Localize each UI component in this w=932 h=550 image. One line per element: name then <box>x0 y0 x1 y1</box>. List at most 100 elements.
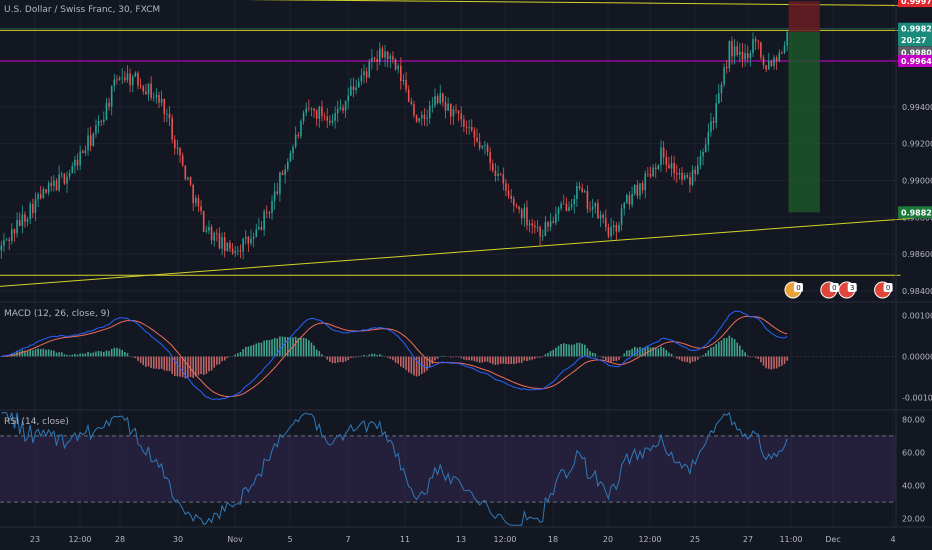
event-count-badge <box>847 283 857 292</box>
candle-body <box>397 65 399 70</box>
price-tag-label: 0.99824 <box>901 25 932 34</box>
candle-body <box>352 86 355 91</box>
rsi-title: RSI (14, close) <box>4 417 69 427</box>
macd-histogram-bar <box>18 351 21 357</box>
macd-axis[interactable]: 0.00100 0.00000 -0.00100 <box>902 311 932 402</box>
candle-body <box>547 222 549 227</box>
macd-histogram-bar <box>79 353 81 357</box>
macd-histogram-bar <box>715 344 717 357</box>
candle-body <box>247 236 250 244</box>
candle-body <box>599 215 602 219</box>
macd-histogram-bar <box>252 344 255 357</box>
macd-histogram-bar <box>502 356 505 364</box>
candle-body <box>615 225 618 232</box>
event-marker[interactable]: 0 <box>820 281 839 299</box>
event-marker[interactable]: 0 <box>874 281 893 299</box>
time-tick-label: 7 <box>345 535 350 544</box>
candle-body <box>715 103 717 123</box>
candle-body <box>507 190 510 196</box>
macd-histogram-bar <box>263 340 265 357</box>
time-tick-label: 18 <box>548 535 558 544</box>
macd-histogram-bar <box>520 356 523 363</box>
event-markers[interactable]: 0 0 3 0 <box>784 281 893 299</box>
candle-body <box>767 60 770 70</box>
macd-histogram-bar <box>321 354 323 357</box>
macd-histogram-bar <box>289 336 292 357</box>
macd-pane[interactable]: MACD (12, 26, close, 9) <box>0 309 896 401</box>
candle-body <box>92 133 95 146</box>
candle-body <box>681 172 683 180</box>
take-profit-zone[interactable] <box>788 31 820 213</box>
rsi-axis[interactable]: 80.00 60.00 40.00 20.00 <box>902 415 925 523</box>
macd-histogram-bar <box>681 356 683 362</box>
candle-body <box>145 91 147 95</box>
macd-histogram-bar <box>173 356 176 377</box>
macd-histogram-bar <box>442 355 444 357</box>
macd-histogram-bar <box>602 356 604 359</box>
macd-histogram-bar <box>489 356 491 363</box>
candle-body <box>468 126 470 128</box>
candle-body <box>760 42 762 58</box>
event-marker[interactable]: 3 <box>838 281 857 299</box>
macd-histogram-bar <box>675 356 678 359</box>
macd-histogram-bar <box>218 356 221 365</box>
candle-body <box>63 173 66 184</box>
macd-histogram-bar <box>528 356 531 361</box>
macd-histogram-bar <box>541 356 544 358</box>
candle-body <box>244 236 247 239</box>
candle-body <box>84 150 87 154</box>
rsi-pane[interactable]: RSI (14, close) <box>0 411 896 526</box>
time-tick-label: 5 <box>287 535 292 544</box>
event-count: 0 <box>886 284 890 292</box>
short-position-tool[interactable] <box>788 1 820 213</box>
candle-body <box>652 167 654 177</box>
stop-loss-zone[interactable] <box>788 1 820 32</box>
candle-body <box>318 106 321 119</box>
candle-body <box>534 225 536 228</box>
macd-histogram-bar <box>607 356 610 363</box>
candle-body <box>24 214 26 222</box>
event-marker[interactable]: 0 <box>784 281 803 299</box>
macd-histogram-bar <box>305 338 307 357</box>
rsi-tick-label: 80.00 <box>902 415 925 424</box>
candle-body <box>8 239 10 241</box>
candle-body <box>392 56 394 60</box>
candle-body <box>368 61 371 78</box>
price-pane[interactable]: 0 0 3 0 U.S. Dollar / Swiss Franc, 30, FXCM <box>0 0 914 299</box>
candle-body <box>405 79 407 90</box>
candle-body <box>255 229 258 237</box>
candle-body <box>342 107 344 111</box>
candle-body <box>129 73 131 86</box>
candle-body <box>263 211 265 230</box>
drawn-lines[interactable] <box>0 0 914 287</box>
candle-body <box>321 106 323 117</box>
candle-body <box>331 120 334 123</box>
macd-histogram-bar <box>187 356 189 378</box>
macd-histogram-bar <box>584 344 586 357</box>
candle-body <box>486 144 489 153</box>
macd-histogram-bar <box>276 338 279 357</box>
macd-histogram-bar <box>181 356 184 378</box>
candle-body <box>623 203 626 209</box>
candle-body <box>523 207 526 219</box>
macd-histogram-bar <box>26 351 29 357</box>
time-tick-label: 12:00 <box>638 535 661 544</box>
macd-histogram-bar <box>426 356 428 371</box>
time-tick-label: 12:00 <box>493 535 516 544</box>
macd-histogram-bar <box>63 354 66 357</box>
macd-histogram-bar <box>163 356 166 371</box>
candle-body <box>670 163 673 169</box>
trend-line-resistance[interactable] <box>0 0 905 7</box>
candle-body <box>108 102 110 107</box>
macd-tick-label: 0.00100 <box>902 311 932 320</box>
candle-body <box>103 119 105 122</box>
macd-histogram-bar <box>329 356 331 362</box>
candle-body <box>691 169 694 185</box>
time-axis[interactable]: 23 12:00 28 30 Nov 5 7 11 13 12:00 18 20 12:00 25 27 11… <box>30 535 896 544</box>
macd-histogram-bar <box>110 349 113 357</box>
macd-histogram-bar <box>662 347 665 357</box>
candle-body <box>492 163 494 171</box>
candle-body <box>273 191 276 201</box>
candle-body <box>181 155 184 166</box>
